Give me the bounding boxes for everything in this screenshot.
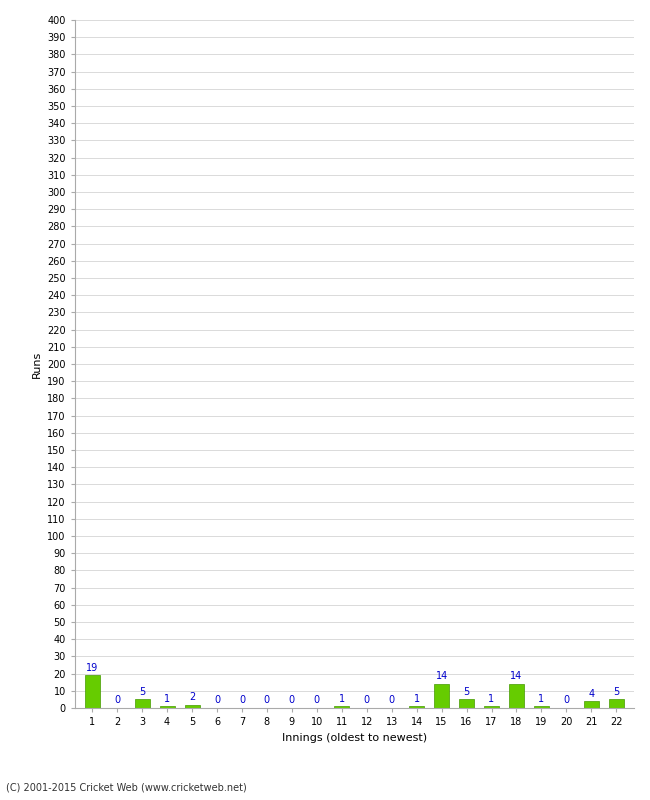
Bar <box>185 705 200 708</box>
Text: 0: 0 <box>214 695 220 706</box>
X-axis label: Innings (oldest to newest): Innings (oldest to newest) <box>281 733 427 742</box>
Text: 1: 1 <box>488 694 495 704</box>
Text: 0: 0 <box>363 695 370 706</box>
Y-axis label: Runs: Runs <box>32 350 42 378</box>
Text: 0: 0 <box>114 695 120 706</box>
Text: 1: 1 <box>164 694 170 704</box>
Bar <box>509 684 524 708</box>
Text: 0: 0 <box>289 695 295 706</box>
Bar <box>334 706 349 708</box>
Bar <box>609 699 624 708</box>
Bar <box>409 706 424 708</box>
Text: 1: 1 <box>413 694 420 704</box>
Text: 5: 5 <box>613 687 619 697</box>
Bar <box>135 699 150 708</box>
Bar <box>160 706 175 708</box>
Text: 5: 5 <box>463 687 470 697</box>
Bar <box>459 699 474 708</box>
Text: 0: 0 <box>389 695 395 706</box>
Text: 0: 0 <box>314 695 320 706</box>
Text: 14: 14 <box>510 671 523 682</box>
Bar <box>534 706 549 708</box>
Bar <box>434 684 449 708</box>
Text: (C) 2001-2015 Cricket Web (www.cricketweb.net): (C) 2001-2015 Cricket Web (www.cricketwe… <box>6 782 247 792</box>
Bar <box>484 706 499 708</box>
Text: 0: 0 <box>264 695 270 706</box>
Bar <box>84 675 99 708</box>
Text: 2: 2 <box>189 692 195 702</box>
Text: 1: 1 <box>339 694 345 704</box>
Text: 5: 5 <box>139 687 145 697</box>
Bar <box>584 701 599 708</box>
Text: 0: 0 <box>564 695 569 706</box>
Text: 0: 0 <box>239 695 245 706</box>
Text: 19: 19 <box>86 662 98 673</box>
Text: 14: 14 <box>436 671 448 682</box>
Text: 1: 1 <box>538 694 545 704</box>
Text: 4: 4 <box>588 689 594 698</box>
